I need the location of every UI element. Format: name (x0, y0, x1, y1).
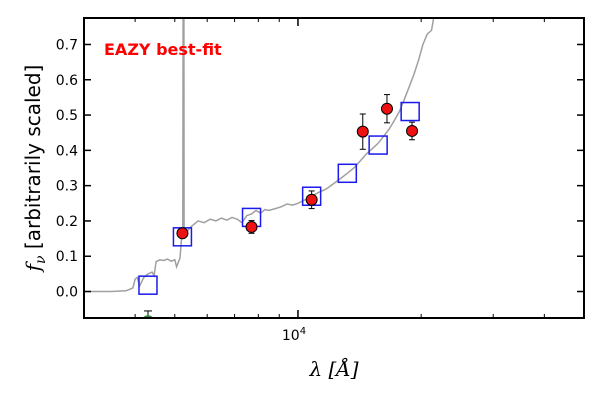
model-flux-box (138, 275, 158, 295)
observed-flux-points (176, 94, 419, 240)
y-tick-label: 0.2 (56, 214, 78, 230)
y-tick-label: 0.3 (56, 179, 78, 195)
axes-frame (83, 17, 585, 319)
x-axis-label: λ [Å] (308, 356, 358, 381)
y-tick-label: 0.6 (56, 73, 78, 89)
y-axis-label-subscript: ν (33, 255, 49, 264)
model-flux-box (368, 135, 388, 155)
observed-point (245, 220, 258, 233)
x-tick-label: 104 (282, 326, 306, 344)
y-tick-label: 0.1 (56, 249, 78, 265)
y-tick-label: 0.4 (56, 143, 78, 159)
model-flux-box (400, 101, 420, 122)
observed-point (305, 193, 318, 206)
eazy-annotation: EAZY best-fit (104, 40, 222, 59)
y-tick-label: 0.7 (56, 37, 78, 53)
x-tick-label-exponent: 4 (300, 326, 306, 337)
y-axis-label: fν [arbitrarily scaled] (21, 65, 49, 274)
observed-point (356, 125, 369, 138)
model-flux-box (337, 163, 358, 184)
low-sn-points (142, 310, 154, 318)
model-flux-boxes (138, 101, 420, 295)
y-tick-label: 0.0 (56, 285, 78, 301)
lowsn-point (142, 315, 154, 318)
template-spectrum-line (84, 18, 435, 293)
y-axis-label-text: [arbitrarily scaled] (21, 65, 45, 256)
observed-point (380, 102, 393, 115)
observed-point (176, 227, 189, 240)
y-tick-label: 0.5 (56, 108, 78, 124)
observed-point (406, 124, 419, 137)
plot-data-area (84, 18, 435, 318)
y-axis-ticks: 0.0 0.1 0.2 0.3 0.4 0.5 0.6 0.7 (56, 37, 584, 301)
x-axis-ticks: 104 (134, 18, 545, 344)
